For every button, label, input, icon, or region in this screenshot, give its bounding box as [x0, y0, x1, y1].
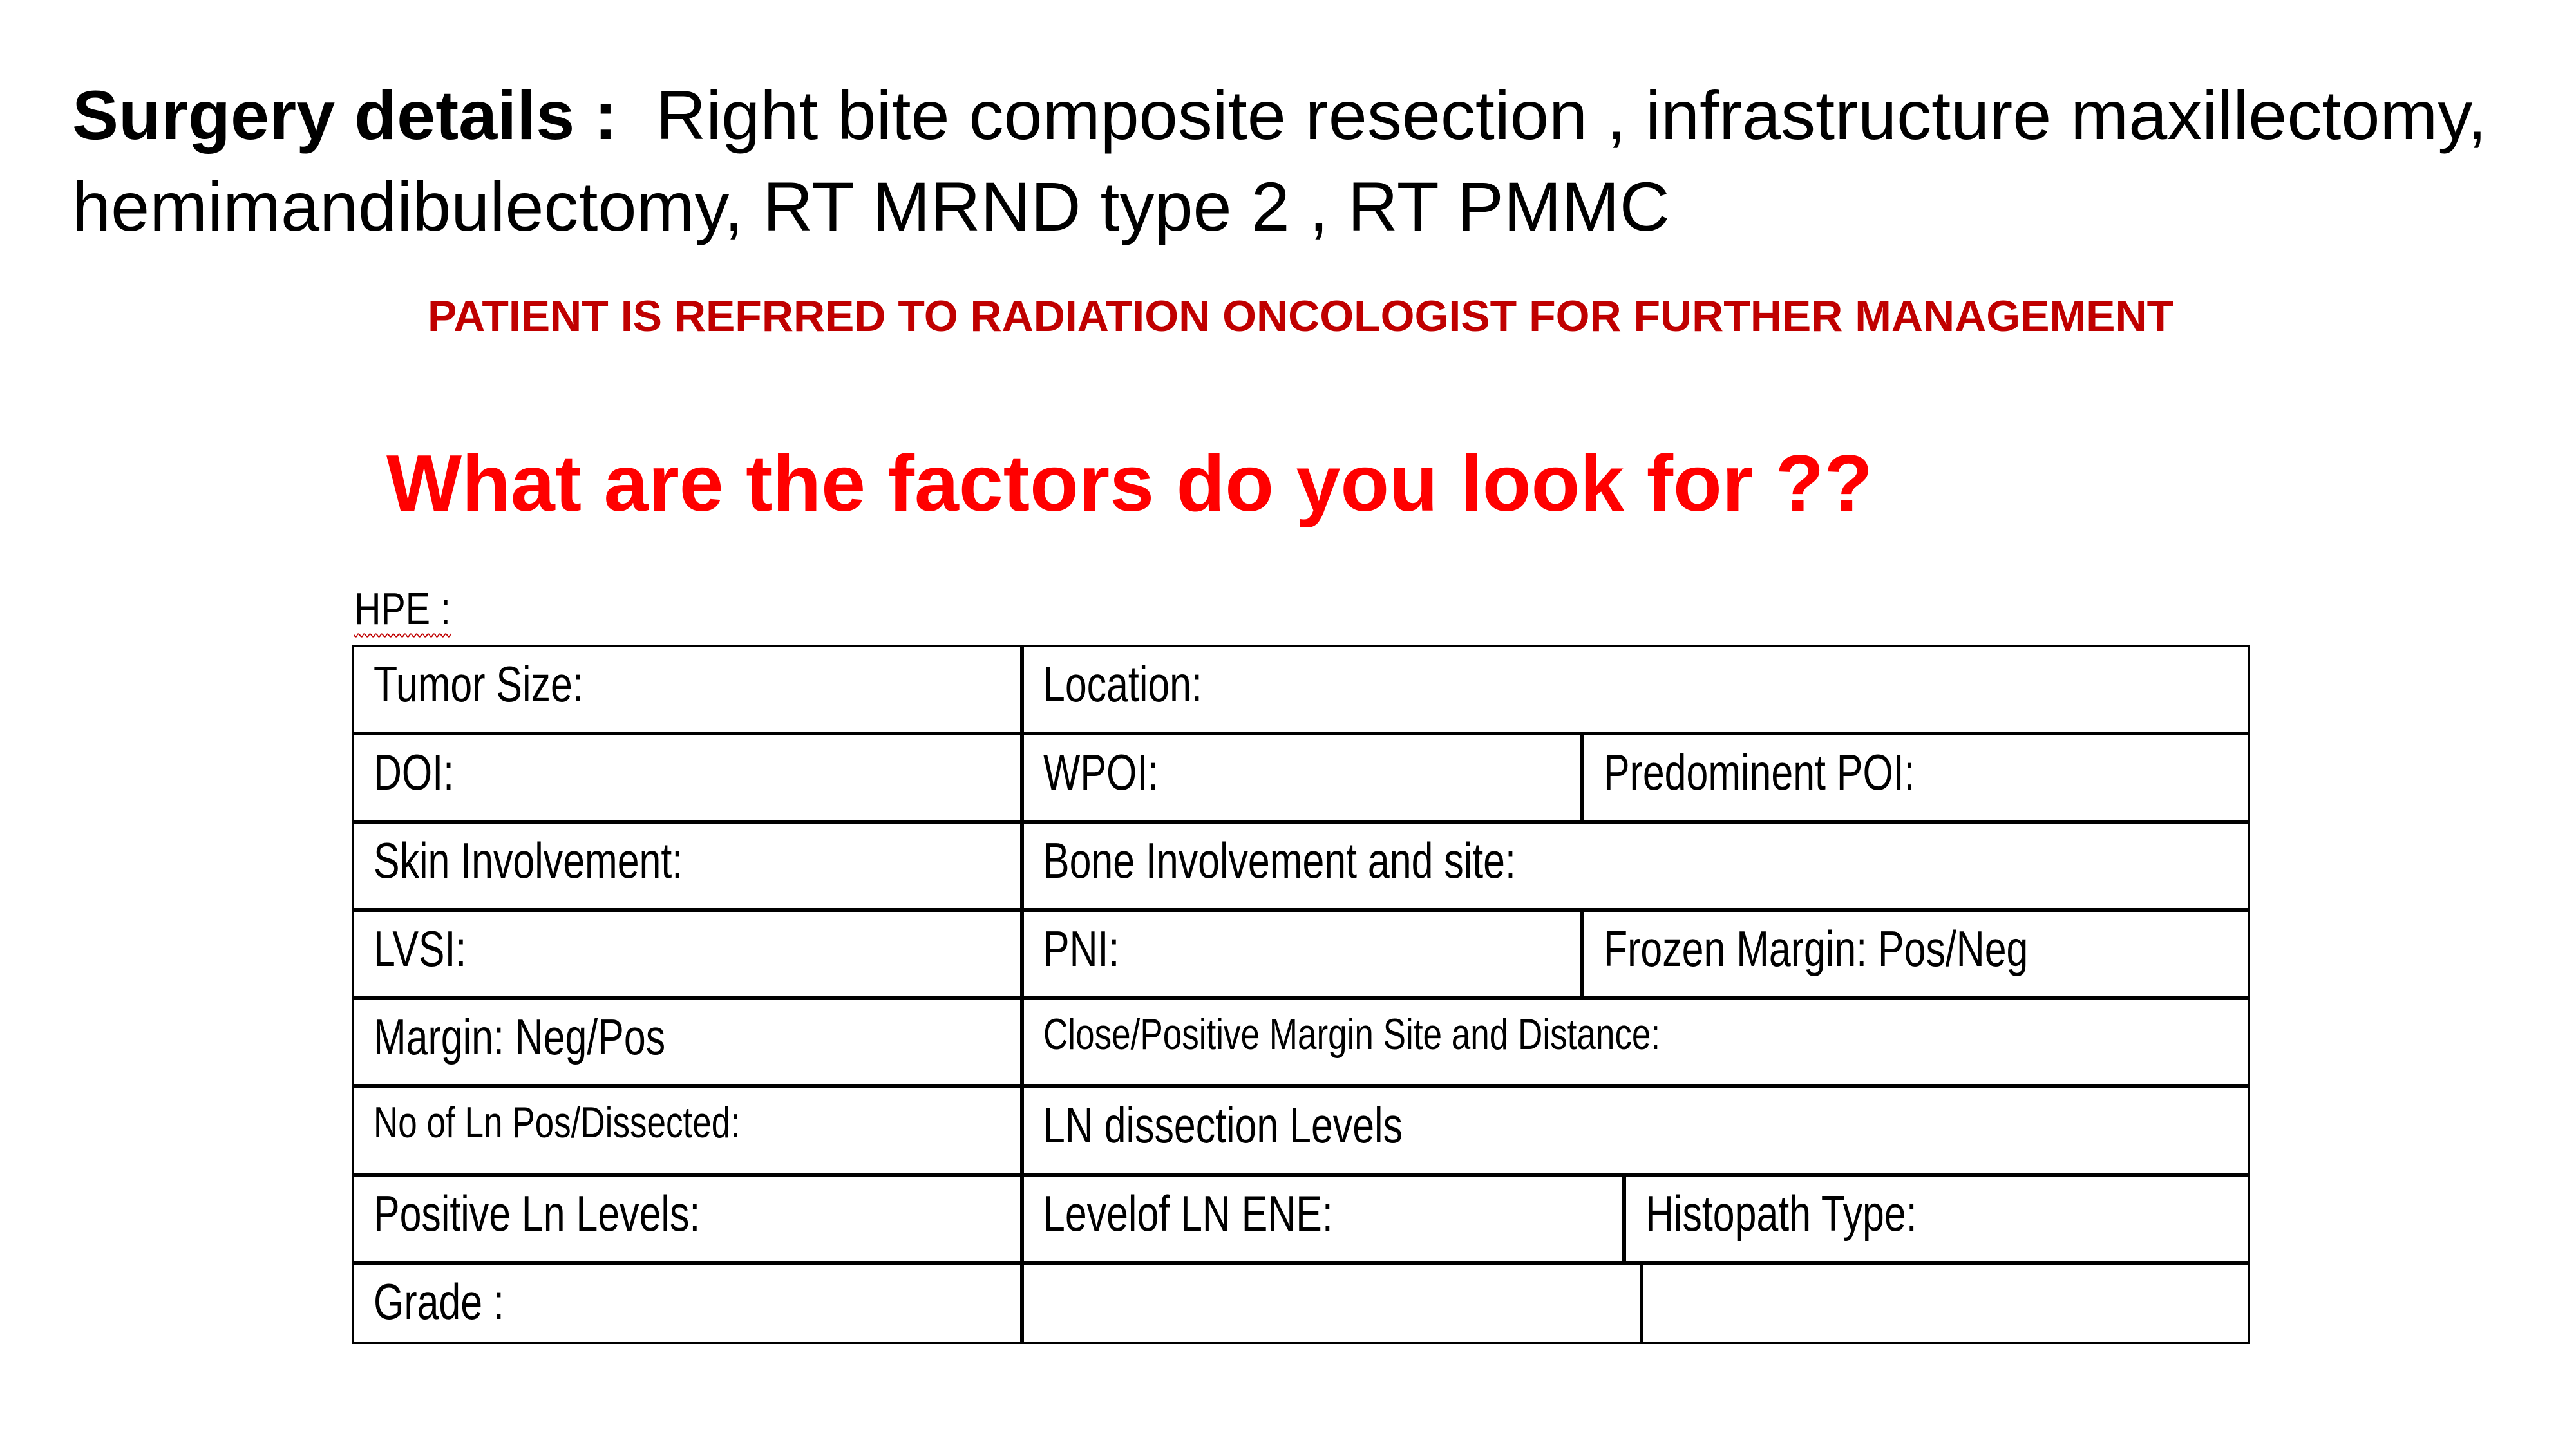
grade-label: Grade :	[373, 1273, 504, 1330]
cell-positive-ln-levels: Positive Ln Levels:	[352, 1174, 1022, 1263]
hpe-label: HPE :	[354, 583, 451, 634]
positive-ln-levels-label: Positive Ln Levels:	[373, 1184, 700, 1242]
surgery-details-label: Surgery details :	[72, 76, 618, 154]
margin-value: Neg/Pos	[515, 1008, 665, 1065]
doi-label: DOI:	[373, 743, 454, 800]
lvsi-label: LVSI:	[373, 920, 466, 977]
surgery-details-text: Right bite composite resection , infrast…	[72, 76, 2487, 245]
cell-tumor-size: Tumor Size:	[352, 645, 1022, 734]
histopath-type-label: Histopath Type:	[1645, 1184, 1917, 1242]
cell-doi: DOI:	[352, 733, 1022, 822]
hpe-table: Tumor Size: Location: DOI: WPOI: Predomi…	[352, 645, 2251, 1345]
cell-level-of-ln-ene: Levelof LN ENE:	[1021, 1174, 1624, 1263]
no-of-ln-label: No of Ln Pos/Dissected:	[373, 1097, 740, 1147]
level-of-ln-ene-label: Levelof LN ENE:	[1043, 1184, 1333, 1242]
tumor-size-label: Tumor Size:	[373, 655, 583, 712]
margin-label: Margin: Neg/Pos	[373, 1008, 665, 1065]
cell-predominent-poi: Predominent POI:	[1582, 733, 2250, 822]
pni-label: PNI:	[1043, 920, 1119, 977]
wpoi-label: WPOI:	[1043, 743, 1159, 800]
cell-grade: Grade :	[352, 1262, 1022, 1344]
bone-involvement-label: Bone Involvement and site:	[1043, 831, 1516, 889]
cell-bone-involvement: Bone Involvement and site:	[1021, 821, 2250, 910]
cell-lvsi: LVSI:	[352, 909, 1022, 998]
cell-pni: PNI:	[1021, 909, 1582, 998]
cell-histopath-type: Histopath Type:	[1624, 1174, 2250, 1263]
cell-empty-1	[1021, 1262, 1642, 1344]
cell-frozen-margin: Frozen Margin: Pos/Neg	[1582, 909, 2250, 998]
cell-ln-dissection-levels: LN dissection Levels	[1021, 1086, 2250, 1175]
skin-involvement-label: Skin Involvement:	[373, 831, 683, 889]
close-positive-margin-label: Close/Positive Margin Site and Distance:	[1043, 1009, 1660, 1059]
cell-close-positive-margin: Close/Positive Margin Site and Distance:	[1021, 998, 2250, 1086]
cell-margin: Margin: Neg/Pos	[352, 998, 1022, 1086]
surgery-details: Surgery details : Right bite composite r…	[72, 70, 2532, 252]
cell-no-of-ln: No of Ln Pos/Dissected:	[352, 1086, 1022, 1175]
location-label: Location:	[1043, 655, 1202, 712]
cell-skin-involvement: Skin Involvement:	[352, 821, 1022, 910]
referral-note: PATIENT IS REFRRED TO RADIATION ONCOLOGI…	[428, 292, 2174, 341]
question-heading: What are the factors do you look for ??	[386, 439, 1873, 528]
cell-wpoi: WPOI:	[1021, 733, 1582, 822]
ln-dissection-levels-label: LN dissection Levels	[1043, 1096, 1403, 1153]
frozen-margin-label: Frozen Margin: Pos/Neg	[1603, 920, 2028, 977]
cell-location: Location:	[1021, 645, 2250, 734]
cell-empty-2	[1641, 1262, 2250, 1344]
predominent-poi-label: Predominent POI:	[1603, 743, 1915, 800]
